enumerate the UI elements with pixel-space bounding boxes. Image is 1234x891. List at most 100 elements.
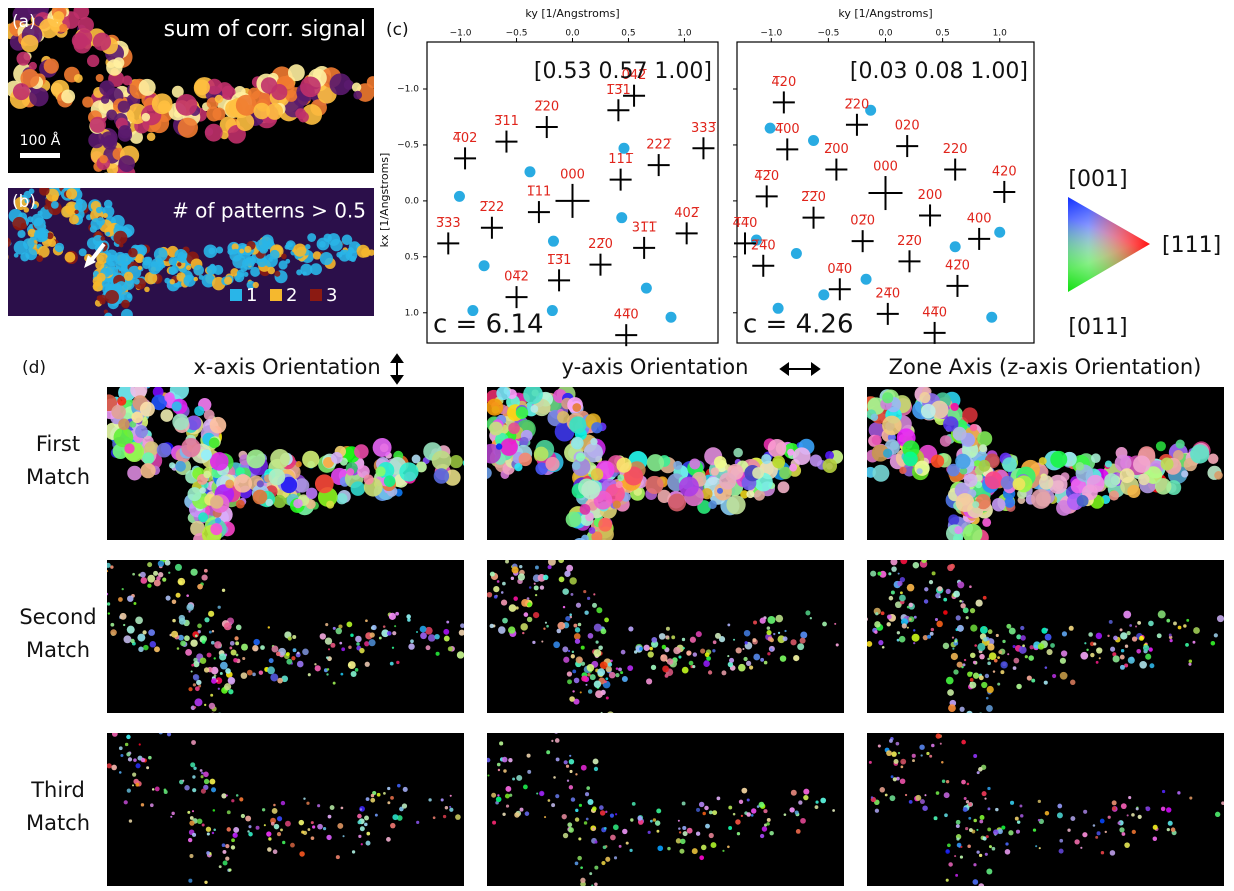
grain [336,855,340,859]
grain [1149,663,1154,668]
grain [667,847,670,850]
grain [735,819,740,824]
grain [1099,657,1101,659]
grain [912,759,915,762]
grain [953,591,960,598]
grain [201,789,206,794]
y-tick-label: −0.5 [397,140,419,150]
grain [127,788,131,792]
grain [614,856,617,859]
grain [390,823,395,828]
grain [127,595,133,601]
grain [667,638,669,640]
grain [628,626,633,631]
grain [988,629,993,634]
grain [141,758,145,762]
grain [752,467,764,479]
grain [948,862,952,866]
grain [1127,631,1131,635]
grain [1189,796,1192,799]
measured-spot [641,283,652,294]
grain [891,566,897,572]
grain [903,452,918,467]
reflection-label: 200 [918,188,943,203]
grain [744,630,751,637]
grain [348,646,352,650]
grain [202,824,205,827]
grain [146,766,149,769]
grain [118,101,130,113]
grain [184,635,190,641]
grain [252,645,258,651]
grain [935,618,938,621]
grain [956,837,959,840]
grain [527,597,530,600]
grain [496,443,502,449]
grain [254,103,271,120]
grain [584,821,587,824]
grain [778,481,790,493]
grain [269,658,274,663]
grain [138,647,143,652]
grain [113,231,127,245]
grain [212,630,214,632]
grain [165,560,171,566]
grain [592,806,597,811]
grain [314,663,316,665]
grain [987,661,991,665]
grain [717,796,721,800]
grain [594,680,601,687]
grain [61,90,75,104]
grain [1047,649,1053,655]
grain [325,637,332,644]
grain [878,640,883,645]
grain [567,679,572,684]
grain [214,674,217,677]
grain [581,676,587,682]
grain [984,798,986,800]
grain [900,591,903,594]
grain [198,512,208,522]
measured-spot [454,191,465,202]
grain [696,631,702,637]
grain [29,87,48,106]
grain [970,608,975,613]
grain [1083,810,1087,814]
grain [1124,842,1130,848]
grain [449,806,451,808]
grain [375,466,385,476]
grain [140,572,146,578]
grain [898,752,900,754]
grain [952,648,954,650]
grain [708,670,712,674]
grain [138,266,142,270]
grain [384,475,396,487]
grain [1020,626,1024,630]
grain [797,643,804,650]
grain [1189,659,1192,662]
grain [917,468,923,474]
grain [225,479,234,488]
grain [392,814,398,820]
grain [589,527,596,534]
grain [93,33,111,51]
colormap-label: [011] [1068,315,1127,340]
grain [913,629,915,631]
grain [351,481,366,496]
grain [961,780,966,785]
grain [721,670,726,675]
grain [679,477,699,497]
grain [1177,791,1180,794]
grain [887,622,891,626]
grain [981,682,987,688]
grain [532,641,535,644]
grain [589,872,592,875]
grain [546,750,550,754]
grain [1113,655,1120,662]
grain [190,639,197,646]
reflection-label: 22̅0 [588,237,613,252]
grain [563,657,569,663]
grain [902,623,907,628]
grain [913,562,920,569]
grain [368,249,374,255]
